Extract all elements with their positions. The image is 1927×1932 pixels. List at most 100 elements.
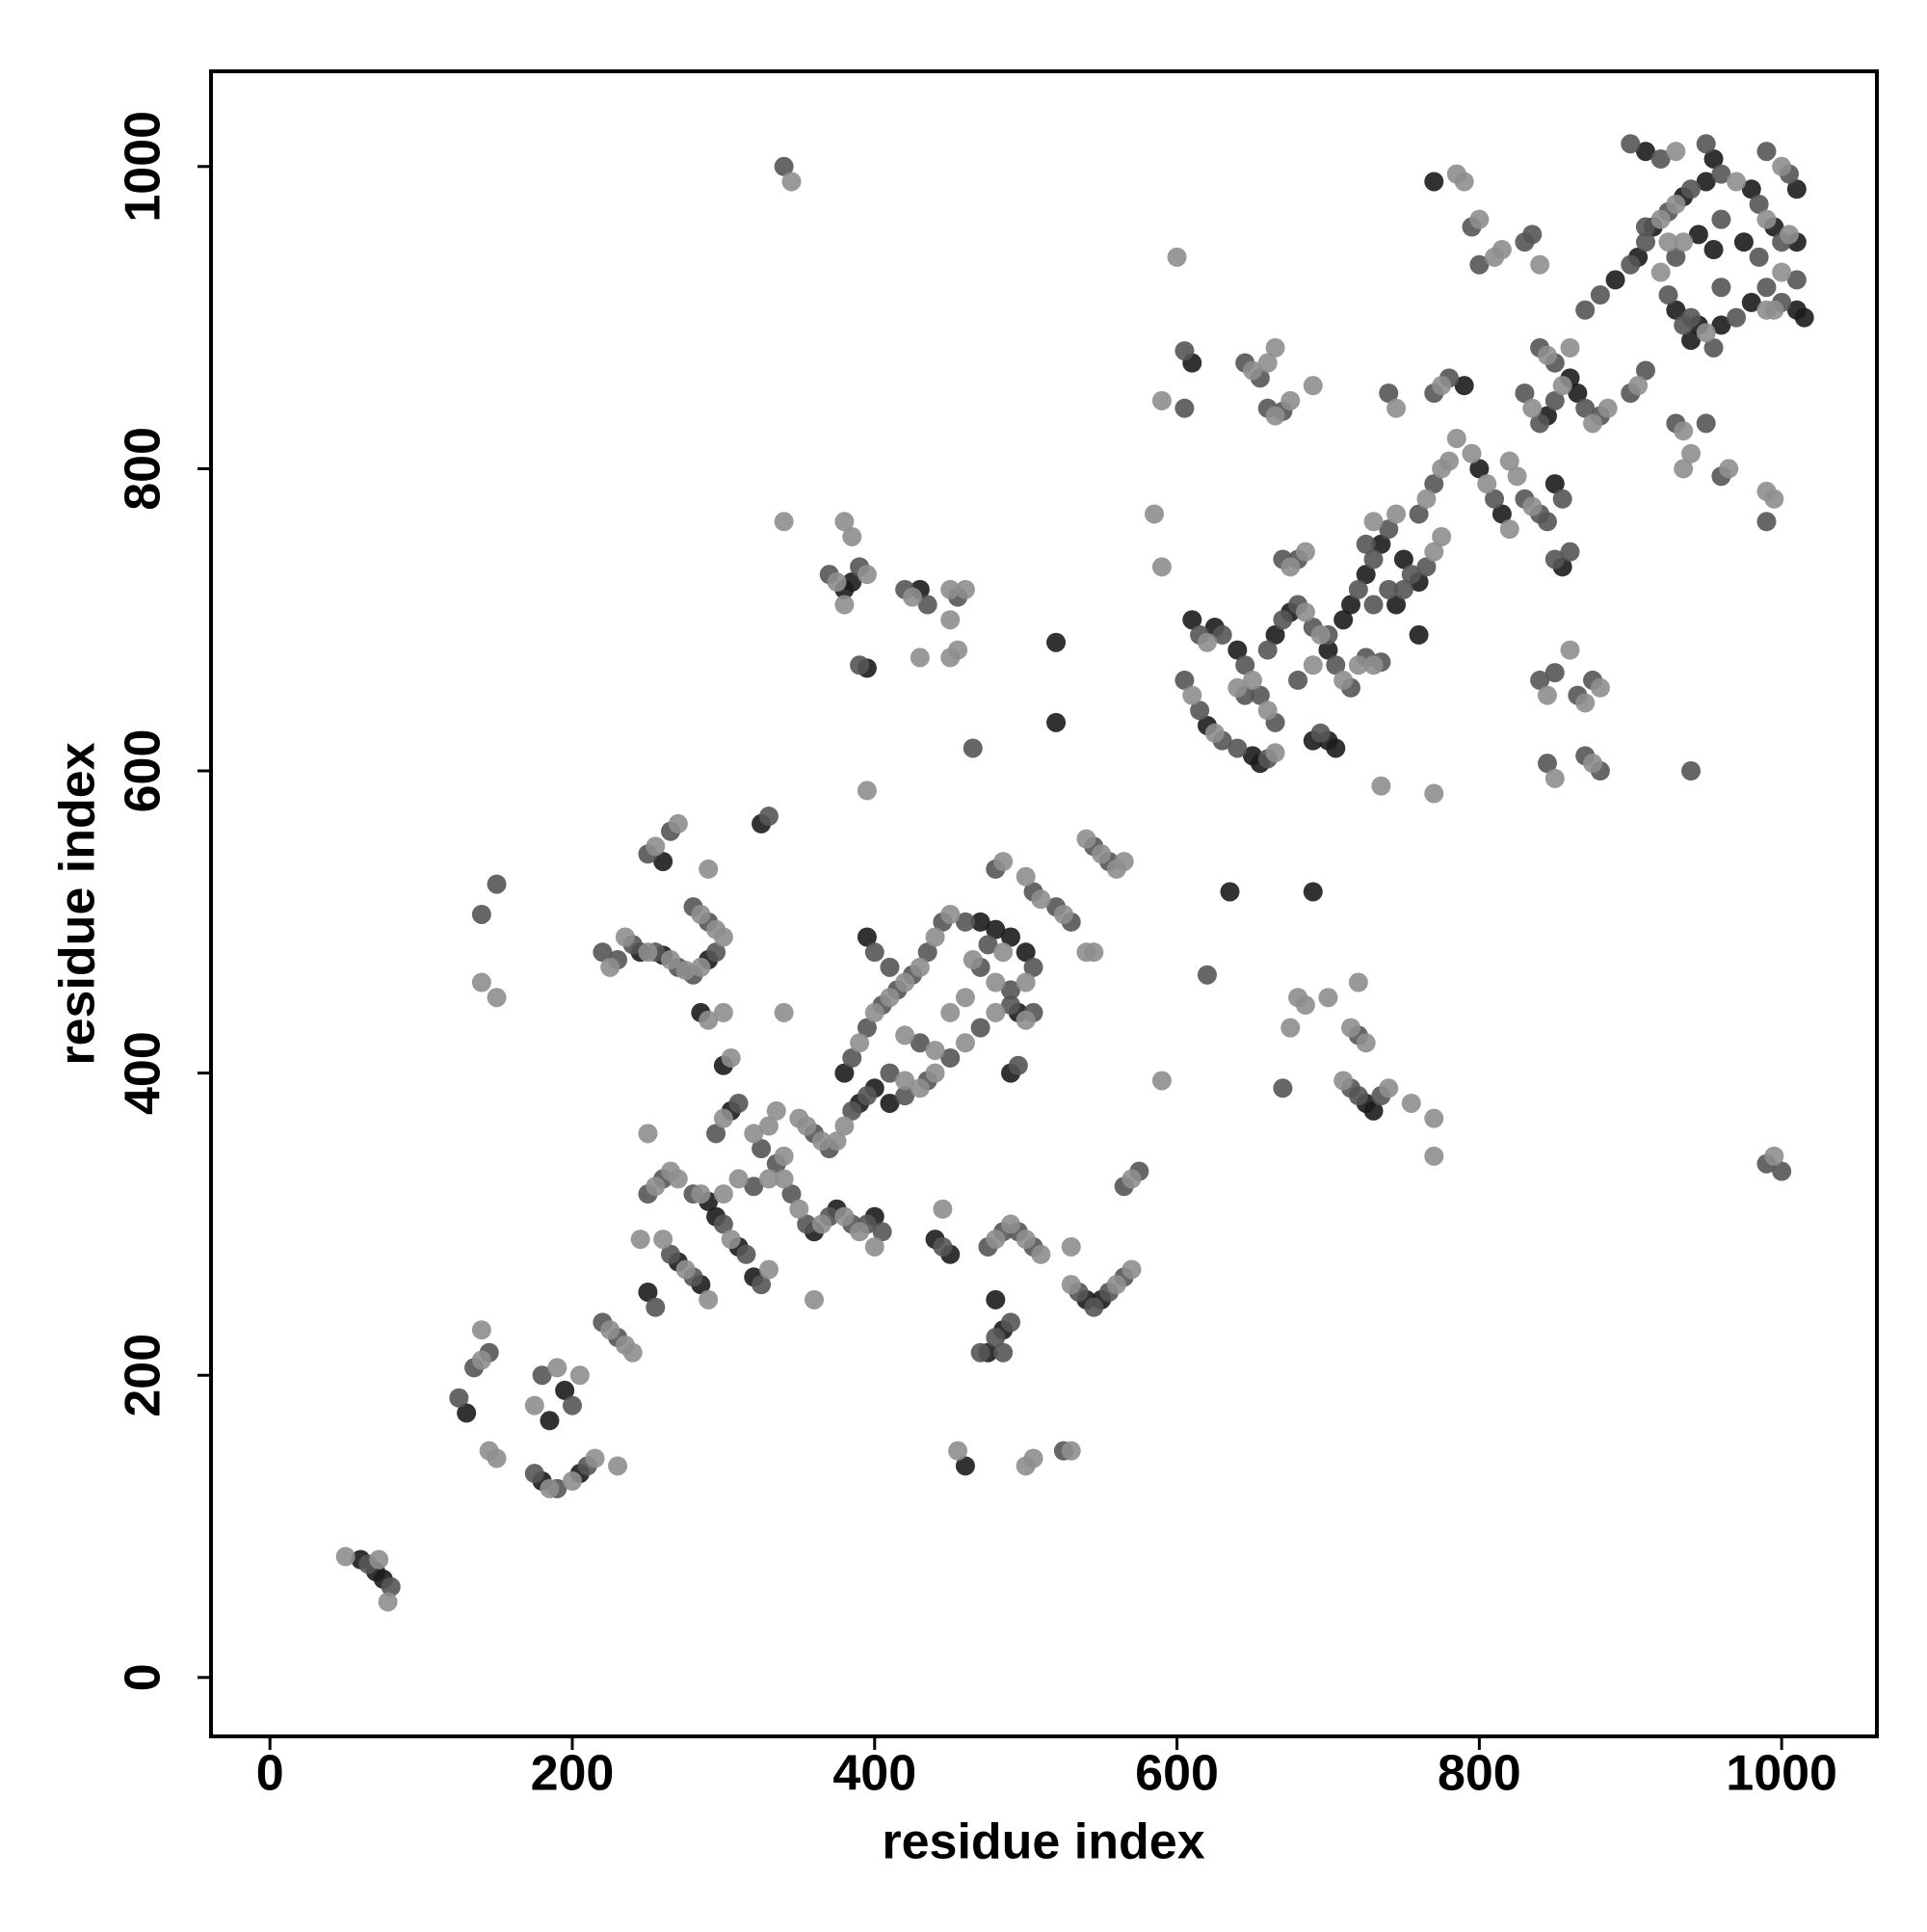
point — [1635, 217, 1655, 237]
point — [1575, 398, 1596, 418]
point — [1046, 712, 1067, 732]
point — [562, 1395, 582, 1416]
point — [744, 1124, 764, 1144]
point — [1151, 557, 1172, 577]
point — [1794, 307, 1814, 328]
point — [1635, 232, 1655, 252]
point — [660, 1244, 680, 1264]
point — [1151, 390, 1172, 410]
point — [774, 1169, 794, 1189]
point — [1424, 1108, 1444, 1128]
point — [850, 655, 870, 675]
point — [1031, 1244, 1051, 1264]
point — [752, 1139, 772, 1159]
point — [1326, 655, 1346, 675]
point — [1544, 474, 1565, 494]
point — [925, 1041, 945, 1061]
point — [1348, 579, 1368, 599]
point — [1288, 670, 1308, 690]
point — [1303, 882, 1323, 902]
point — [1537, 685, 1557, 705]
point — [774, 1146, 794, 1166]
point — [940, 1002, 961, 1022]
point — [986, 1002, 1006, 1022]
point — [1515, 383, 1535, 403]
x-tick-label: 400 — [832, 1746, 916, 1802]
point — [1727, 307, 1747, 328]
point — [1749, 194, 1769, 214]
point — [797, 1116, 817, 1136]
y-tick-label: 0 — [116, 1663, 172, 1691]
point — [986, 1230, 1006, 1250]
point — [1605, 270, 1625, 290]
point — [1432, 376, 1452, 396]
point — [827, 1131, 847, 1151]
point — [713, 1184, 733, 1204]
point — [699, 1289, 719, 1310]
point — [955, 1033, 975, 1053]
point — [706, 919, 726, 940]
x-tick-label: 0 — [256, 1746, 284, 1802]
point — [986, 972, 1006, 992]
point — [850, 1222, 870, 1242]
point — [940, 1047, 961, 1068]
y-tick-label: 400 — [116, 1031, 172, 1115]
point — [1621, 254, 1641, 275]
point — [1204, 723, 1225, 743]
point — [1560, 337, 1580, 357]
point — [1386, 595, 1407, 615]
point — [1220, 882, 1240, 902]
point — [1711, 209, 1731, 229]
point — [1386, 504, 1407, 524]
point — [1666, 300, 1686, 320]
point — [1681, 443, 1702, 463]
point — [713, 1108, 733, 1128]
point — [1568, 383, 1588, 403]
point — [1363, 595, 1384, 615]
point — [1061, 1275, 1081, 1295]
point — [1703, 240, 1724, 260]
point — [933, 1199, 953, 1219]
point — [986, 1289, 1006, 1310]
point — [857, 781, 877, 801]
point — [1688, 225, 1708, 245]
point — [1628, 376, 1649, 396]
point — [691, 1184, 711, 1204]
point — [834, 1206, 855, 1227]
point — [781, 172, 802, 192]
point — [850, 1033, 870, 1053]
point — [1764, 489, 1784, 509]
point — [797, 1214, 817, 1234]
point — [1477, 474, 1497, 494]
point — [1348, 655, 1368, 675]
point — [1544, 549, 1565, 569]
point — [940, 904, 961, 924]
point — [1454, 172, 1474, 192]
point — [1469, 254, 1490, 275]
point — [1227, 677, 1248, 698]
point — [970, 1018, 990, 1038]
point — [1280, 557, 1301, 577]
point — [1583, 754, 1603, 774]
point — [600, 957, 620, 977]
point — [864, 1236, 884, 1257]
point — [1310, 723, 1331, 743]
point — [1635, 142, 1655, 162]
point — [781, 1184, 802, 1204]
point — [471, 1350, 491, 1370]
point — [1650, 209, 1671, 229]
point — [487, 1448, 507, 1469]
point — [1756, 209, 1777, 229]
y-tick-label: 600 — [116, 729, 172, 813]
point — [1522, 496, 1543, 516]
point — [993, 942, 1014, 963]
point — [1522, 225, 1543, 245]
point — [1786, 179, 1807, 199]
point — [1084, 1297, 1104, 1317]
point — [1151, 1071, 1172, 1091]
point — [834, 595, 855, 615]
point — [1386, 398, 1407, 418]
point — [1371, 776, 1391, 796]
point — [1681, 761, 1702, 781]
